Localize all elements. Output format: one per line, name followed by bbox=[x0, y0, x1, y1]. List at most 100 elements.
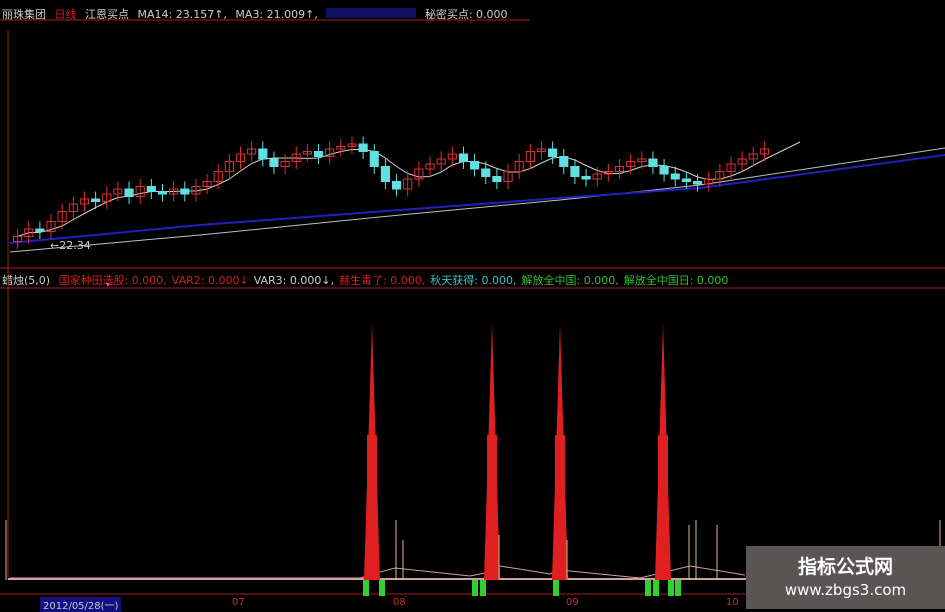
indicator-green-bar bbox=[675, 580, 681, 596]
indicator-green-bar bbox=[653, 580, 659, 596]
candle-up bbox=[403, 178, 413, 190]
candle-up bbox=[637, 158, 647, 162]
indicator-green-bar bbox=[668, 580, 674, 596]
candle-up bbox=[325, 148, 335, 157]
indicator-green-bar bbox=[480, 580, 486, 596]
candle-up bbox=[57, 211, 67, 222]
candle-up bbox=[748, 153, 758, 160]
indicator-spike-bar bbox=[487, 435, 497, 580]
candle-up bbox=[603, 171, 613, 175]
candle-up bbox=[626, 161, 636, 167]
candle-up bbox=[425, 163, 435, 170]
ma-long-legend bbox=[326, 8, 417, 18]
indicator-name: 蜡烛(5,0) bbox=[2, 274, 51, 287]
x-tick: 07 bbox=[232, 597, 245, 608]
candle-down bbox=[180, 188, 190, 195]
candle-up bbox=[503, 171, 513, 182]
candle-down bbox=[559, 156, 569, 167]
watermark-url: www.zbgs3.com bbox=[784, 581, 907, 599]
candle-down bbox=[258, 148, 268, 160]
candle-down bbox=[392, 181, 402, 190]
candle-down bbox=[269, 158, 279, 167]
candle-up bbox=[614, 166, 625, 172]
indicator-spike-bar bbox=[555, 435, 565, 580]
period-label[interactable]: 日线 bbox=[54, 8, 77, 21]
candle-down bbox=[648, 158, 658, 167]
x-tick: 08 bbox=[393, 597, 406, 608]
candle-up bbox=[536, 148, 547, 152]
x-tick: 09 bbox=[566, 597, 579, 608]
candle-down bbox=[380, 166, 390, 182]
indicator-value: 秋天获得: 0.000, bbox=[430, 274, 517, 287]
candle-up bbox=[759, 148, 770, 155]
candle-up bbox=[514, 161, 524, 172]
candle-up bbox=[715, 171, 725, 180]
candle-up bbox=[336, 146, 346, 150]
candle-down bbox=[670, 173, 680, 180]
indicator-value: 解放全中国日: 0.000 bbox=[623, 274, 729, 287]
candle-up bbox=[24, 228, 34, 237]
candle-up bbox=[135, 186, 145, 197]
candle-up bbox=[46, 221, 56, 232]
candle-up bbox=[235, 153, 246, 162]
indicator-value: 解放全中国: 0.000, bbox=[521, 274, 619, 287]
candle-up bbox=[113, 188, 123, 195]
indicator-green-bar bbox=[379, 580, 385, 596]
candle-down bbox=[470, 161, 480, 170]
candle-up bbox=[414, 168, 424, 180]
candle-up bbox=[280, 161, 290, 167]
x-tick: 10 bbox=[726, 597, 739, 608]
secret-buy-value: 秘密买点: 0.000 bbox=[424, 8, 508, 21]
indicator-value: 国家种田选股: 0.000, bbox=[58, 274, 167, 287]
indicator-spike-bar bbox=[367, 435, 377, 580]
candle-down bbox=[369, 151, 379, 167]
candle-down bbox=[659, 166, 669, 175]
buy-label: 江恩买点 bbox=[85, 8, 129, 21]
cursor-date: 2012/05/28(一) bbox=[40, 597, 122, 612]
indicator-value: VAR2: 0.000↓ bbox=[171, 274, 249, 287]
candle-up bbox=[68, 203, 78, 212]
low-price-label: ←22.34 bbox=[50, 239, 91, 252]
indicator-header: 蜡烛(5,0) 国家种田选股: 0.000, VAR2: 0.000↓ VAR3: … bbox=[2, 272, 738, 288]
candle-up bbox=[213, 171, 223, 182]
candle-up bbox=[224, 161, 234, 172]
indicator-green-bar bbox=[363, 580, 369, 596]
candle-up bbox=[102, 193, 112, 202]
candle-up bbox=[592, 173, 602, 180]
candle-down bbox=[91, 198, 101, 202]
candle-up bbox=[347, 143, 357, 147]
candle-down bbox=[313, 151, 324, 157]
cursor-marker-icon bbox=[106, 283, 110, 287]
indicator-value: 赫生毒了: 0.000, bbox=[339, 274, 426, 287]
candle-down bbox=[358, 143, 368, 152]
candle-down bbox=[35, 228, 45, 232]
candle-up bbox=[525, 151, 535, 162]
candle-down bbox=[692, 181, 703, 185]
candle-up bbox=[202, 181, 212, 187]
candle-down bbox=[681, 178, 691, 182]
ma-long-line bbox=[9, 154, 945, 244]
candle-down bbox=[458, 153, 469, 162]
ma14-value: MA14: 23.157↑, bbox=[137, 8, 227, 21]
candle-down bbox=[157, 191, 168, 195]
candle-up bbox=[447, 153, 457, 160]
indicator-green-bar bbox=[472, 580, 478, 596]
candle-down bbox=[581, 176, 591, 180]
indicator-value: VAR3: 0.000↓, bbox=[253, 274, 335, 287]
candle-up bbox=[191, 186, 201, 195]
candle-down bbox=[492, 176, 502, 182]
ma3-value: MA3: 21.009↑, bbox=[235, 8, 318, 21]
candle-down bbox=[146, 186, 156, 192]
stock-name: 丽珠集团 bbox=[2, 8, 46, 21]
candle-down bbox=[481, 168, 491, 177]
candle-down bbox=[548, 148, 558, 157]
candle-up bbox=[291, 153, 301, 162]
candle-down bbox=[570, 166, 580, 177]
candle-up bbox=[13, 236, 23, 242]
candle-up bbox=[247, 148, 257, 155]
watermark-title: 指标公式网 bbox=[797, 556, 893, 578]
candle-up bbox=[726, 163, 736, 172]
candle-down bbox=[124, 188, 134, 197]
candle-up bbox=[737, 158, 747, 165]
